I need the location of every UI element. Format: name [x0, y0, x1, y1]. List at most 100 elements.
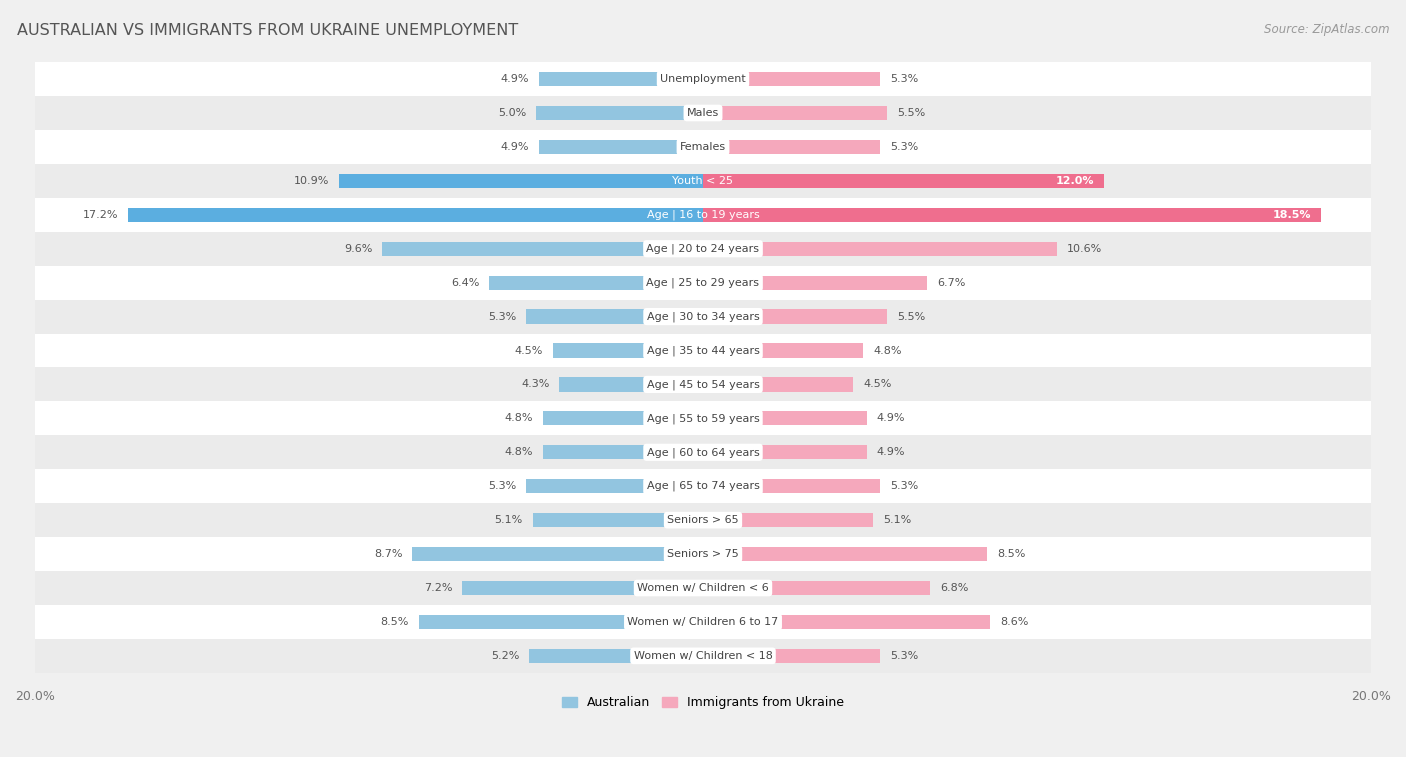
- Text: Age | 55 to 59 years: Age | 55 to 59 years: [647, 413, 759, 424]
- Bar: [703, 310, 887, 324]
- Text: 5.3%: 5.3%: [890, 651, 918, 661]
- Bar: [35, 401, 1371, 435]
- Text: Age | 35 to 44 years: Age | 35 to 44 years: [647, 345, 759, 356]
- Text: Women w/ Children < 6: Women w/ Children < 6: [637, 583, 769, 593]
- Text: 9.6%: 9.6%: [344, 244, 373, 254]
- Text: Youth < 25: Youth < 25: [672, 176, 734, 186]
- Text: 10.9%: 10.9%: [294, 176, 329, 186]
- Text: Seniors > 75: Seniors > 75: [666, 549, 740, 559]
- Bar: [35, 164, 1371, 198]
- Bar: [560, 377, 703, 391]
- Bar: [703, 377, 853, 391]
- Text: 5.5%: 5.5%: [897, 312, 925, 322]
- Text: 10.6%: 10.6%: [1067, 244, 1102, 254]
- Bar: [35, 503, 1371, 537]
- Text: 5.3%: 5.3%: [890, 142, 918, 152]
- Bar: [543, 411, 703, 425]
- Bar: [703, 411, 866, 425]
- Text: Age | 65 to 74 years: Age | 65 to 74 years: [647, 481, 759, 491]
- Text: Males: Males: [688, 108, 718, 118]
- Bar: [35, 266, 1371, 300]
- Bar: [703, 615, 990, 629]
- Bar: [543, 445, 703, 459]
- Text: 7.2%: 7.2%: [425, 583, 453, 593]
- Text: Age | 30 to 34 years: Age | 30 to 34 years: [647, 311, 759, 322]
- Bar: [703, 513, 873, 528]
- Bar: [35, 232, 1371, 266]
- Text: 4.8%: 4.8%: [505, 447, 533, 457]
- Text: Age | 16 to 19 years: Age | 16 to 19 years: [647, 210, 759, 220]
- Bar: [703, 72, 880, 86]
- Text: 5.2%: 5.2%: [491, 651, 519, 661]
- Text: Age | 45 to 54 years: Age | 45 to 54 years: [647, 379, 759, 390]
- Text: 5.3%: 5.3%: [488, 312, 516, 322]
- Text: Age | 60 to 64 years: Age | 60 to 64 years: [647, 447, 759, 457]
- Bar: [540, 140, 703, 154]
- Text: Females: Females: [681, 142, 725, 152]
- Text: 4.9%: 4.9%: [877, 447, 905, 457]
- Text: 8.7%: 8.7%: [374, 549, 402, 559]
- Bar: [703, 241, 1057, 256]
- Text: 17.2%: 17.2%: [83, 210, 118, 220]
- Bar: [35, 198, 1371, 232]
- Text: Women w/ Children 6 to 17: Women w/ Children 6 to 17: [627, 617, 779, 627]
- Bar: [529, 649, 703, 663]
- Text: Women w/ Children < 18: Women w/ Children < 18: [634, 651, 772, 661]
- Bar: [35, 435, 1371, 469]
- Text: 6.8%: 6.8%: [941, 583, 969, 593]
- Bar: [128, 207, 703, 222]
- Bar: [526, 310, 703, 324]
- Text: 5.1%: 5.1%: [495, 516, 523, 525]
- Bar: [489, 276, 703, 290]
- Bar: [35, 130, 1371, 164]
- Text: 5.3%: 5.3%: [890, 74, 918, 84]
- Text: 4.9%: 4.9%: [877, 413, 905, 423]
- Bar: [419, 615, 703, 629]
- Text: 4.9%: 4.9%: [501, 142, 529, 152]
- Text: 8.5%: 8.5%: [381, 617, 409, 627]
- Bar: [35, 62, 1371, 96]
- Bar: [35, 537, 1371, 571]
- Bar: [35, 334, 1371, 367]
- Text: 4.9%: 4.9%: [501, 74, 529, 84]
- Bar: [703, 344, 863, 357]
- Bar: [703, 276, 927, 290]
- Text: AUSTRALIAN VS IMMIGRANTS FROM UKRAINE UNEMPLOYMENT: AUSTRALIAN VS IMMIGRANTS FROM UKRAINE UN…: [17, 23, 519, 38]
- Text: 4.8%: 4.8%: [873, 345, 901, 356]
- Text: 4.5%: 4.5%: [863, 379, 891, 389]
- Text: 4.5%: 4.5%: [515, 345, 543, 356]
- Bar: [553, 344, 703, 357]
- Legend: Australian, Immigrants from Ukraine: Australian, Immigrants from Ukraine: [557, 691, 849, 714]
- Bar: [536, 106, 703, 120]
- Text: Age | 20 to 24 years: Age | 20 to 24 years: [647, 244, 759, 254]
- Text: Age | 25 to 29 years: Age | 25 to 29 years: [647, 277, 759, 288]
- Text: Unemployment: Unemployment: [661, 74, 745, 84]
- Text: 12.0%: 12.0%: [1056, 176, 1094, 186]
- Text: 8.5%: 8.5%: [997, 549, 1025, 559]
- Bar: [35, 571, 1371, 605]
- Bar: [703, 649, 880, 663]
- Bar: [35, 96, 1371, 130]
- Bar: [703, 174, 1104, 188]
- Bar: [463, 581, 703, 595]
- Text: 5.3%: 5.3%: [890, 481, 918, 491]
- Text: 5.5%: 5.5%: [897, 108, 925, 118]
- Text: 18.5%: 18.5%: [1272, 210, 1310, 220]
- Bar: [533, 513, 703, 528]
- Text: Seniors > 65: Seniors > 65: [668, 516, 738, 525]
- Bar: [703, 479, 880, 494]
- Bar: [35, 605, 1371, 639]
- Bar: [703, 207, 1322, 222]
- Text: 6.4%: 6.4%: [451, 278, 479, 288]
- Text: 6.7%: 6.7%: [936, 278, 965, 288]
- Text: 8.6%: 8.6%: [1000, 617, 1029, 627]
- Bar: [35, 300, 1371, 334]
- Bar: [703, 581, 931, 595]
- Text: 5.1%: 5.1%: [883, 516, 911, 525]
- Bar: [526, 479, 703, 494]
- Bar: [35, 639, 1371, 673]
- Bar: [703, 106, 887, 120]
- Bar: [703, 445, 866, 459]
- Bar: [35, 469, 1371, 503]
- Bar: [35, 367, 1371, 401]
